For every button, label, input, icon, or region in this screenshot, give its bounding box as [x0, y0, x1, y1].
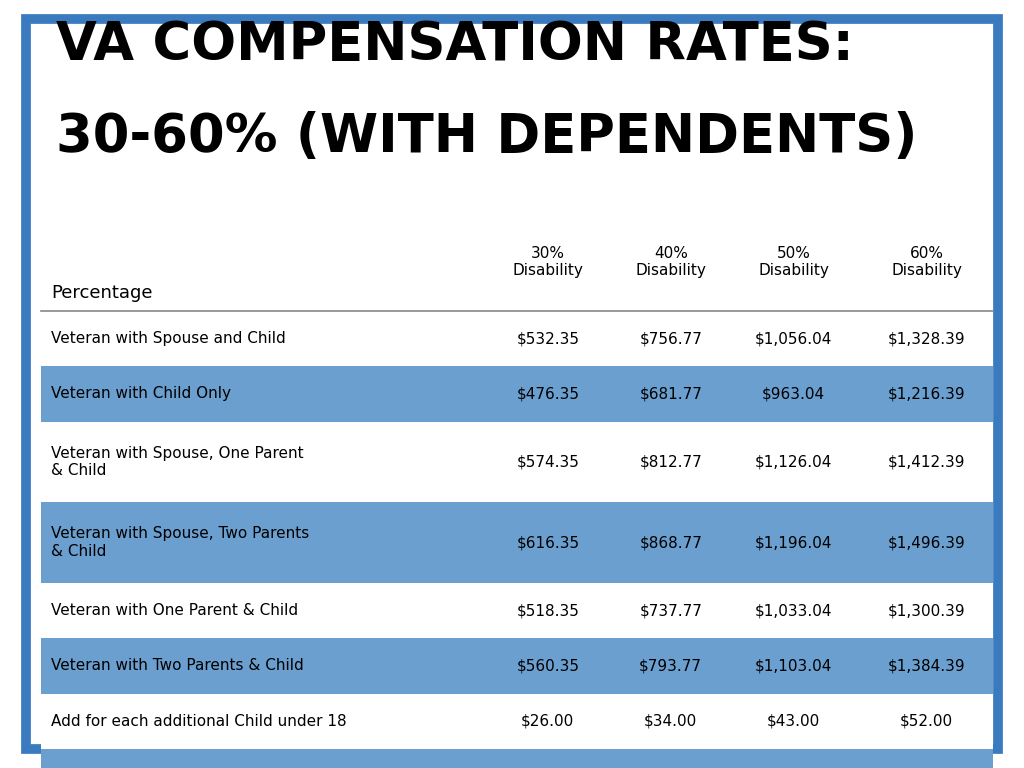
Text: $52.00: $52.00	[900, 713, 953, 729]
Text: 30%
Disability: 30% Disability	[512, 246, 584, 278]
Text: $476.35: $476.35	[516, 386, 580, 402]
Text: Veteran with Child Only: Veteran with Child Only	[51, 386, 231, 402]
Text: $1,103.04: $1,103.04	[755, 658, 833, 674]
Bar	[41, 694, 993, 749]
Text: Add for each additional Child under 18: Add for each additional Child under 18	[51, 713, 347, 729]
Text: 60%
Disability: 60% Disability	[891, 246, 963, 278]
Text: $1,216.39: $1,216.39	[888, 386, 966, 402]
Bar	[41, 638, 993, 694]
Text: $1,496.39: $1,496.39	[888, 535, 966, 550]
Bar	[41, 422, 993, 502]
Bar	[41, 749, 993, 768]
Text: $1,126.04: $1,126.04	[755, 455, 833, 469]
Text: $737.77: $737.77	[639, 603, 702, 618]
Text: $1,300.39: $1,300.39	[888, 603, 966, 618]
Bar	[41, 311, 993, 366]
Text: $1,412.39: $1,412.39	[888, 455, 966, 469]
Text: 30-60% (WITH DEPENDENTS): 30-60% (WITH DEPENDENTS)	[56, 111, 918, 164]
Text: Veteran with Spouse and Child: Veteran with Spouse and Child	[51, 331, 286, 346]
Text: Veteran with Two Parents & Child: Veteran with Two Parents & Child	[51, 658, 304, 674]
Text: Percentage: Percentage	[51, 284, 153, 302]
Text: $560.35: $560.35	[516, 658, 580, 674]
Text: $574.35: $574.35	[516, 455, 580, 469]
Text: Veteran with Spouse, Two Parents
& Child: Veteran with Spouse, Two Parents & Child	[51, 526, 309, 559]
Text: Veteran with One Parent & Child: Veteran with One Parent & Child	[51, 603, 298, 618]
Text: $532.35: $532.35	[516, 331, 580, 346]
Text: $812.77: $812.77	[639, 455, 702, 469]
Text: $26.00: $26.00	[521, 713, 574, 729]
Text: Veteran with Spouse, One Parent
& Child: Veteran with Spouse, One Parent & Child	[51, 445, 304, 478]
Text: 40%
Disability: 40% Disability	[635, 246, 707, 278]
Text: $34.00: $34.00	[644, 713, 697, 729]
Text: $1,033.04: $1,033.04	[755, 603, 833, 618]
Bar	[41, 502, 993, 583]
Text: $1,196.04: $1,196.04	[755, 535, 833, 550]
Text: $1,328.39: $1,328.39	[888, 331, 966, 346]
Text: $518.35: $518.35	[516, 603, 580, 618]
Text: $1,056.04: $1,056.04	[755, 331, 833, 346]
Text: $681.77: $681.77	[639, 386, 702, 402]
Text: 50%
Disability: 50% Disability	[758, 246, 829, 278]
Text: VA COMPENSATION RATES:: VA COMPENSATION RATES:	[56, 19, 854, 71]
Text: $616.35: $616.35	[516, 535, 580, 550]
Text: $963.04: $963.04	[762, 386, 825, 402]
Text: $1,384.39: $1,384.39	[888, 658, 966, 674]
Text: $756.77: $756.77	[639, 331, 702, 346]
Text: $868.77: $868.77	[639, 535, 702, 550]
Bar	[41, 366, 993, 422]
Text: $793.77: $793.77	[639, 658, 702, 674]
Bar	[41, 583, 993, 638]
Text: $43.00: $43.00	[767, 713, 820, 729]
